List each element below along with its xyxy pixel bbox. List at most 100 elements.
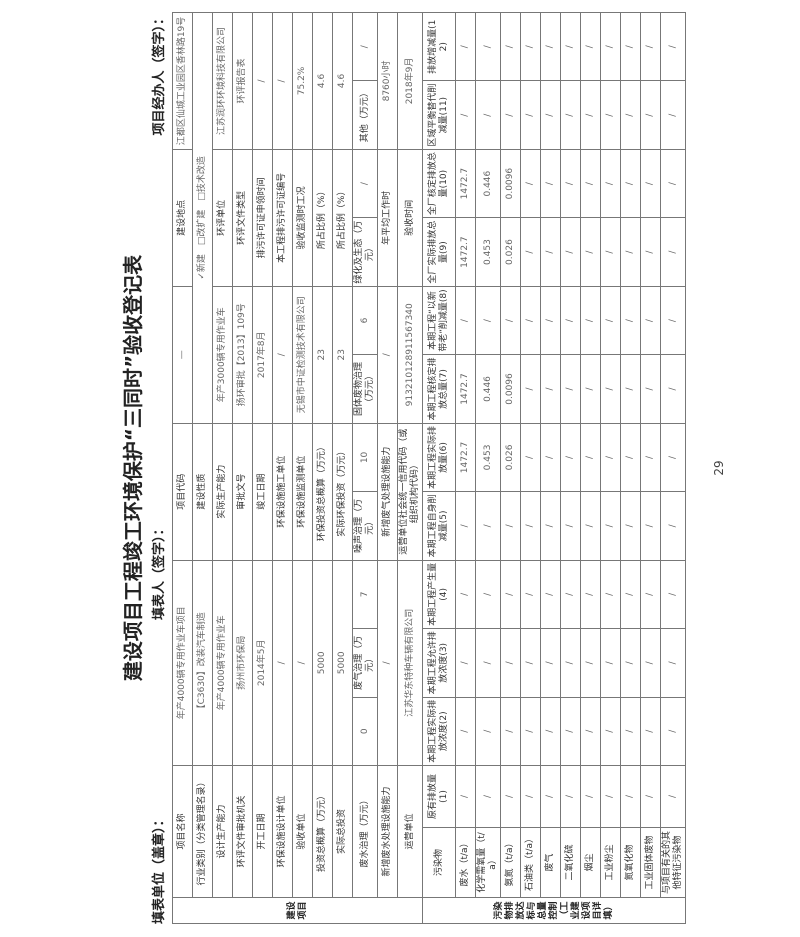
pollutant-value: / — [475, 80, 501, 150]
pollutant-value: / — [540, 765, 561, 828]
pollutant-value: / — [660, 80, 686, 150]
pollutant-value: / — [560, 560, 581, 629]
pollutant-value: / — [640, 491, 661, 561]
filler-unit: 填表单位（盖章）： — [152, 813, 167, 924]
pollutant-value: / — [475, 628, 501, 698]
pollutant-value: / — [540, 354, 561, 424]
pollutant-value: / — [560, 217, 581, 287]
pollutant-value: / — [540, 491, 561, 561]
pollutant-value: / — [560, 286, 581, 355]
pollutant-name: 废水（t/a） — [455, 827, 476, 898]
pollutant-value: / — [660, 560, 686, 629]
pollutant-value: / — [540, 697, 561, 766]
pollutant-value: / — [560, 423, 581, 492]
handler: 项目经办人（签字）： — [152, 12, 167, 136]
field-label: 噪声治理（万元） — [352, 491, 378, 561]
field-label: 年平均工作时 — [377, 149, 398, 287]
field-label: 废水治理（万元） — [352, 765, 378, 898]
pollutant-value: / — [560, 765, 581, 828]
field-label: 环保投资总概算（万元） — [312, 423, 333, 561]
pollutant-value: / — [580, 423, 601, 492]
field-label: 其他（万元） — [352, 80, 378, 150]
table-row: 建设项目 项目名称 年产4000辆专用作业车项目 项目代码 — 建设地点 江都区仙城工业园区… — [172, 12, 423, 924]
pollutant-value: / — [540, 80, 561, 150]
field-label: 竣工日期 — [252, 423, 273, 561]
pollutant-value: / — [580, 628, 601, 698]
table-row: 工业固体废物 / / / / / / / / / / / / — [640, 12, 661, 924]
pollutant-value: / — [540, 423, 561, 492]
field-value: / — [352, 149, 378, 218]
pollutant-value: / — [455, 560, 476, 629]
field-label: 所占比例（%） — [312, 149, 333, 287]
pollutant-name: 工业粉尘 — [600, 827, 621, 898]
field-label: 本工程排污许可证编号 — [272, 149, 293, 287]
pollutant-value: / — [640, 765, 661, 828]
pollutant-value: / — [520, 217, 541, 287]
pollutant-value: / — [620, 217, 641, 287]
pollutant-value: / — [540, 560, 561, 629]
pollutant-value: / — [620, 560, 641, 629]
pollutant-value: 0.453 — [475, 423, 501, 492]
section-label: 污染物排放达标与总量控制（工业建设项目详填） — [422, 897, 686, 924]
field-value: 10 — [352, 423, 378, 492]
field-value: 江都区仙城工业园区香林路19号 — [172, 12, 193, 150]
pollutant-name: 石油类（t/a） — [520, 827, 541, 898]
table-row: 环评文件审批机关 扬州市环保局 审批文号 扬环审批【2013】109号 环评文件类型 环评… — [232, 12, 253, 924]
pollutant-value: / — [455, 491, 476, 561]
pollutant-value: / — [500, 12, 521, 81]
field-label: 投资总概算（万元） — [312, 765, 333, 898]
registration-table: 建设项目 项目名称 年产4000辆专用作业车项目 项目代码 — 建设地点 江都区仙城工业园区… — [172, 12, 686, 924]
pollutant-value: / — [600, 697, 621, 766]
pollutant-value: / — [520, 560, 541, 629]
pollutant-value: / — [475, 12, 501, 81]
pollutant-value: / — [640, 354, 661, 424]
pollutant-value: / — [475, 286, 501, 355]
pollutant-value: 0.026 — [500, 423, 521, 492]
pollutant-value: / — [620, 491, 641, 561]
pollutant-value: / — [475, 765, 501, 828]
pollutant-value: / — [660, 149, 686, 218]
pollutant-value: / — [640, 149, 661, 218]
table-row: 设计生产能力 年产4000辆专用作业车 实际生产能力 年产3000辆专用作业车 环评单位… — [212, 12, 233, 924]
pollutant-value: / — [500, 628, 521, 698]
pollutant-value: / — [520, 149, 541, 218]
table-row: 废气 / / / / / / / / / / / / — [540, 12, 561, 924]
field-label: 建设地点 — [172, 149, 193, 287]
pollutant-value: / — [500, 560, 521, 629]
column-header: 区域平衡替代削减量(11) — [422, 80, 456, 150]
table-row: 化学需氧量（t/a） / / / //0.453 0.446/0.453 0.446// — [475, 12, 501, 924]
field-value: / — [272, 560, 293, 766]
pollutant-value: / — [540, 286, 561, 355]
pollutant-value: / — [520, 628, 541, 698]
pollutant-value: / — [520, 286, 541, 355]
pollutant-value: / — [600, 560, 621, 629]
pollutant-value: / — [455, 80, 476, 150]
column-header: 本期工程自身削减量(5) — [422, 491, 456, 561]
field-value: / — [292, 560, 313, 766]
pollutant-value: / — [475, 697, 501, 766]
pollutant-value: / — [600, 628, 621, 698]
pollutant-name: 工业固体废物 — [640, 827, 661, 898]
table-row: 投资总概算（万元） 5000 环保投资总概算（万元） 23 所占比例（%） 4.6 — [312, 12, 333, 924]
pollutant-value: / — [500, 491, 521, 561]
pollutant-name: 烟尘 — [580, 827, 601, 898]
pollutant-value: / — [600, 12, 621, 81]
pollutant-name: 与项目有关的其他特征污染物 — [660, 827, 686, 898]
pollutant-value: / — [600, 423, 621, 492]
pollutant-value: / — [580, 80, 601, 150]
pollutant-value: / — [600, 765, 621, 828]
pollutant-value: / — [660, 628, 686, 698]
pollutant-value: / — [540, 149, 561, 218]
pollutant-value: / — [660, 697, 686, 766]
column-header: 全厂实际排放总量(9) — [422, 217, 456, 287]
field-label: 新增废水处理设施能力 — [377, 765, 398, 898]
pollutant-value: 0.0096 — [500, 354, 521, 424]
table-row: 行业类别（分类管理名录） 【C3630】改装汽车制造 建设性质 ✓新建 □改扩建 □技… — [192, 12, 213, 924]
form-sheet: 建设项目工程竣工环境保护“三同时”验收登记表 填表单位（盖章）： 填表人（签字）… — [118, 12, 738, 924]
pollutant-value: 0.446 — [475, 354, 501, 424]
field-label: 审批文号 — [232, 423, 253, 561]
field-value: 2014年5月 — [252, 560, 273, 766]
field-label: 设计生产能力 — [212, 765, 233, 898]
pollutant-name: 氨氮（t/a） — [500, 827, 521, 898]
field-label: 实际生产能力 — [212, 423, 233, 561]
